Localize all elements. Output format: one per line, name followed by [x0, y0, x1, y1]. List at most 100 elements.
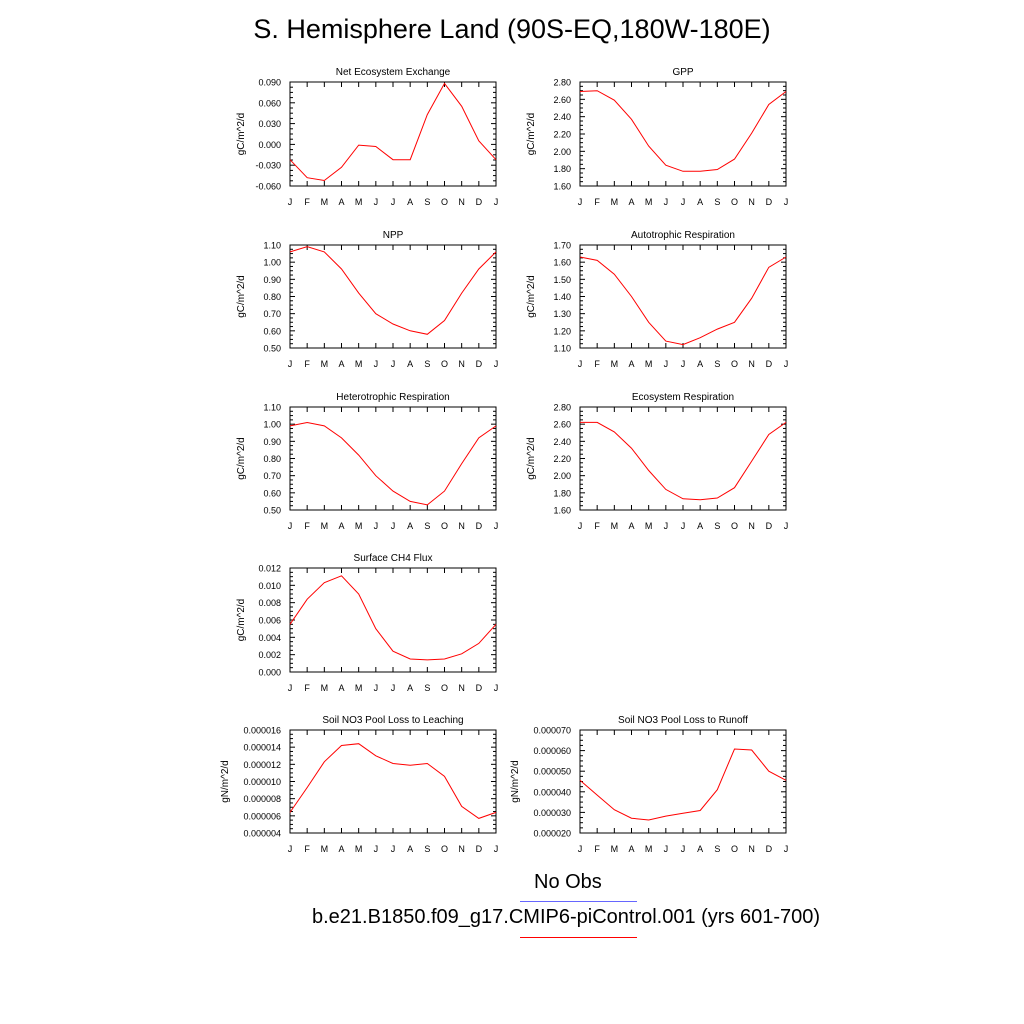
x-tick-label: J — [391, 359, 396, 369]
series-line — [579, 90, 787, 172]
panel-title: Surface CH4 Flux — [354, 553, 433, 564]
y-tick-label: 0.50 — [263, 506, 281, 516]
panel-title: Ecosystem Respiration — [632, 392, 734, 403]
x-tick-label: A — [628, 197, 634, 207]
plot-frame — [579, 244, 787, 349]
x-tick-label: J — [288, 197, 293, 207]
x-tick-label: A — [628, 359, 634, 369]
x-tick-label: A — [697, 359, 703, 369]
legend-obs-label: No Obs — [534, 871, 602, 893]
y-tick-label: 2.40 — [553, 112, 571, 122]
x-tick-label: A — [338, 844, 344, 854]
y-tick-label: 0.000050 — [533, 767, 571, 777]
legend-obs-swatch — [520, 901, 637, 902]
x-tick-label: J — [578, 197, 583, 207]
legend-model-swatch — [520, 937, 637, 938]
panel-title: GPP — [672, 67, 693, 78]
x-tick-label: M — [611, 521, 619, 531]
plot-frame — [579, 729, 787, 834]
x-tick-label: M — [611, 197, 619, 207]
y-axis-label: gC/m^2/d — [526, 113, 537, 156]
x-tick-label: J — [494, 844, 499, 854]
series-line — [289, 743, 497, 819]
y-tick-label: 0.000006 — [243, 811, 281, 821]
series-line — [289, 421, 497, 506]
y-tick-label: 0.60 — [263, 326, 281, 336]
plot-frame — [289, 244, 497, 349]
x-tick-label: J — [374, 844, 379, 854]
x-tick-label: S — [424, 521, 430, 531]
y-tick-label: 0.000070 — [533, 726, 571, 736]
x-tick-label: A — [628, 521, 634, 531]
y-axis-label: gC/m^2/d — [526, 437, 537, 480]
x-tick-label: S — [714, 359, 720, 369]
x-tick-label: J — [391, 683, 396, 693]
y-axis-label: gC/m^2/d — [526, 275, 537, 318]
x-tick-label: D — [766, 197, 773, 207]
y-tick-label: 1.60 — [553, 506, 571, 516]
y-tick-label: 1.50 — [553, 275, 571, 285]
plot-frame — [579, 81, 787, 187]
x-tick-label: N — [458, 197, 465, 207]
y-axis-label: gC/m^2/d — [236, 437, 247, 480]
plot-frame — [289, 567, 497, 673]
y-axis-label: gC/m^2/d — [236, 113, 247, 156]
y-tick-label: 1.30 — [553, 309, 571, 319]
series-line — [289, 82, 497, 182]
chart-panel: Soil NO3 Pool Loss to Leaching gN/m^2/d J F… — [220, 715, 498, 854]
x-tick-label: F — [304, 521, 310, 531]
x-tick-label: J — [374, 521, 379, 531]
legend-model-label: b.e21.B1850.f09_g17.CMIP6-piControl.001 … — [312, 906, 821, 928]
x-tick-label: J — [494, 197, 499, 207]
panel-title: Soil NO3 Pool Loss to Runoff — [618, 715, 748, 726]
y-tick-label: 2.80 — [553, 403, 571, 413]
panel-title: Autotrophic Respiration — [631, 230, 735, 241]
y-tick-label: 0.60 — [263, 488, 281, 498]
series-line — [579, 256, 787, 346]
x-tick-label: J — [681, 521, 686, 531]
x-tick-label: J — [374, 683, 379, 693]
y-tick-label: 0.000010 — [243, 777, 281, 787]
y-tick-label: 0.090 — [258, 78, 281, 88]
x-tick-label: M — [321, 359, 329, 369]
y-axis-label: gN/m^2/d — [220, 760, 231, 803]
x-tick-label: M — [645, 197, 653, 207]
x-tick-label: A — [628, 844, 634, 854]
y-axis-label: gC/m^2/d — [236, 599, 247, 642]
x-tick-label: J — [374, 359, 379, 369]
y-tick-label: 0.000012 — [243, 760, 281, 770]
x-tick-label: M — [611, 359, 619, 369]
x-tick-label: F — [594, 844, 600, 854]
y-tick-label: 0.000008 — [243, 794, 281, 804]
y-tick-label: 2.20 — [553, 454, 571, 464]
y-tick-label: 1.80 — [553, 488, 571, 498]
x-tick-label: J — [578, 359, 583, 369]
x-tick-label: J — [664, 359, 669, 369]
y-tick-label: 0.000040 — [533, 787, 571, 797]
y-tick-label: 0.000004 — [243, 829, 281, 839]
x-tick-label: A — [407, 683, 413, 693]
x-tick-label: N — [458, 359, 465, 369]
y-tick-label: 0.006 — [258, 616, 281, 626]
x-tick-label: M — [645, 521, 653, 531]
x-tick-label: S — [714, 844, 720, 854]
y-tick-label: 0.000016 — [243, 726, 281, 736]
y-tick-label: 0.80 — [263, 292, 281, 302]
y-tick-label: 0.000030 — [533, 808, 571, 818]
panel-title: Heterotrophic Respiration — [336, 392, 449, 403]
y-tick-label: 0.000 — [258, 140, 281, 150]
x-tick-label: A — [338, 197, 344, 207]
x-tick-label: D — [476, 844, 483, 854]
x-tick-label: M — [321, 197, 329, 207]
y-tick-label: 0.030 — [258, 119, 281, 129]
x-tick-label: F — [304, 844, 310, 854]
x-tick-label: J — [288, 683, 293, 693]
x-tick-label: J — [374, 197, 379, 207]
x-tick-label: O — [731, 197, 738, 207]
y-tick-label: 0.000 — [258, 668, 281, 678]
x-tick-label: M — [321, 683, 329, 693]
x-tick-label: J — [578, 521, 583, 531]
